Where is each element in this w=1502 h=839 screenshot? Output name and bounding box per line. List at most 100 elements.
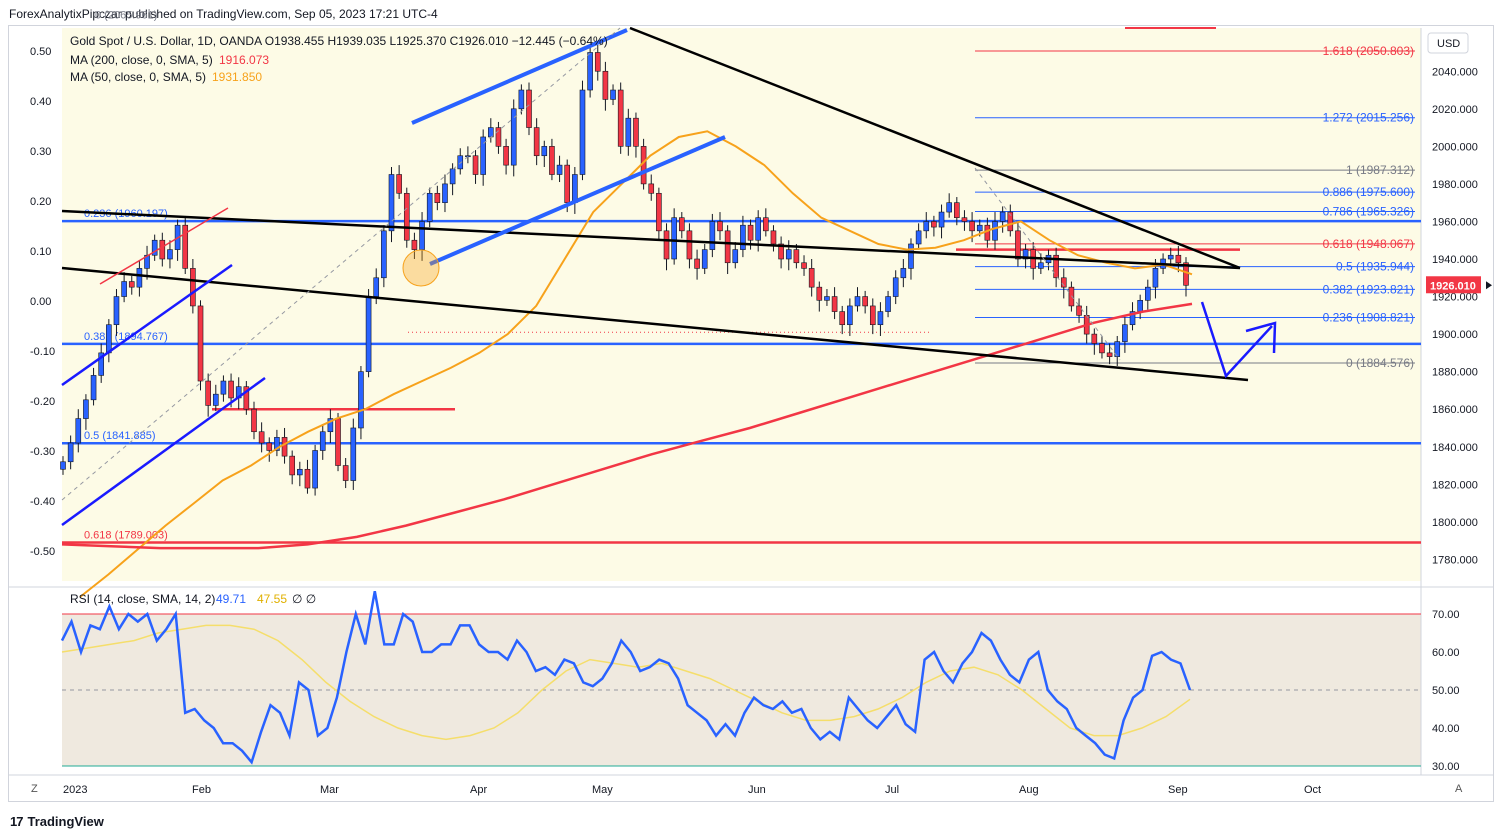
candle-body [1038,262,1044,269]
candle-body [701,249,708,269]
price-axis-tick: 1920.000 [1432,292,1478,304]
candle-body [159,239,166,260]
auto-scale-button[interactable]: A [1455,783,1463,795]
fib-level-label: 1.272 (2015.256) [1323,111,1414,125]
candle-body [327,418,334,433]
percent-axis-tick: -0.40 [30,496,55,508]
candle-body [480,136,486,175]
candle-body [1060,277,1067,288]
price-axis-tick: 1820.000 [1432,479,1478,491]
rsi-legend-value: 49.71 [216,592,246,606]
candle-body [686,230,693,260]
candle-body [1137,300,1143,312]
candle-body [503,146,509,166]
candle-body [442,183,448,203]
candle-body [136,268,143,288]
ma50-line [79,130,1193,598]
projection-arrow [1200,301,1273,379]
price-axis-arrow-icon [1486,281,1492,290]
price-axis-tick: 2040.000 [1432,66,1478,78]
time-axis-tick: Jul [885,784,899,796]
red-channel-line [99,207,229,285]
candle-body [121,281,127,297]
candle-body [831,296,838,312]
rsi-legend-label: RSI (14, close, SMA, 14, 2) [70,592,215,606]
candle-body [60,461,66,470]
rsi-axis-tick: 70.00 [1432,609,1460,621]
candle-body [1053,254,1059,279]
candle-body [1076,305,1082,316]
footer: 17 TradingView [10,814,104,829]
fib-level-label: 0.236 (1908.821) [1323,311,1414,325]
candle-body [472,155,479,175]
price-axis-tick: 1900.000 [1432,329,1478,341]
percent-axis-tick: -0.30 [30,446,55,458]
candle-body [785,249,792,260]
candle-body [419,221,425,250]
candle-body [90,375,97,401]
zoom-toggle-button[interactable]: Z [31,783,38,795]
percent-axis-tick: 0.00 [30,296,51,308]
candle-body [151,239,158,256]
price-axis-tick: 1840.000 [1432,442,1478,454]
left-fib-label: 0.5 (1841.885) [84,430,156,442]
rsi-ma-line [61,624,1191,741]
candle-body [549,146,555,175]
candle-body [1068,286,1075,307]
candle-body [281,437,288,457]
fib-level-label: 1 (1987.312) [1346,163,1414,177]
chart-frame [8,25,1494,802]
fib-level-label: 0.786 (1965.326) [1323,204,1414,218]
candle-body [999,211,1006,222]
candle-body [388,174,395,232]
price-axis-tick: 1780.000 [1432,554,1478,566]
currency-label: USD [1437,38,1460,50]
left-fib-label: 0.618 (1789.003) [84,529,168,541]
fib-level-label: 0.618 (1948.067) [1323,237,1414,251]
candle-body [365,296,372,372]
rsi-axis-tick: 50.00 [1432,685,1460,697]
candle-body [220,380,227,395]
candle-body [564,164,571,203]
candle-body [1106,352,1113,357]
candle-body [625,117,632,147]
candle-body [976,224,983,232]
candle-body [877,311,884,326]
fib-anchor-dashed [974,167,1121,361]
candle-body [1099,343,1105,354]
candle-body [258,431,265,444]
candle-body [778,243,784,260]
candle-body [602,70,609,100]
time-axis-tick: Mar [320,784,339,796]
candle-body [1015,230,1021,260]
candle-body [449,168,456,185]
legend-ma50-label: MA (50, close, 0, SMA, 5) [70,70,206,84]
channel-line [61,376,266,527]
candle-body [892,277,899,297]
candle-body [763,217,769,232]
candle-body [182,224,189,269]
candle-body [992,221,998,241]
candle-body [205,380,211,406]
fib-level-label: 0.382 (1923.821) [1323,282,1414,296]
fib-level-label: 0.886 (1975.600) [1323,185,1414,199]
candle-body [671,217,677,260]
candle-body [801,262,807,269]
time-axis-tick: Sep [1168,784,1188,796]
candle-body [297,468,303,476]
candle-body [434,192,441,203]
fib-level-label: 1.618 (2050.803) [1323,44,1414,58]
price-axis-tick: 1940.000 [1432,254,1478,266]
candle-body [793,249,800,264]
candle-body [938,211,945,228]
candle-body [954,202,960,218]
candle-body [709,221,716,250]
time-axis-tick: Apr [470,784,487,796]
time-axis-tick: Aug [1019,784,1039,796]
candle-body [1122,324,1128,342]
percent-axis-tick: 0.50 [30,46,51,58]
candle-body [289,455,295,476]
candle-body [747,224,754,241]
candle-body [572,174,578,203]
